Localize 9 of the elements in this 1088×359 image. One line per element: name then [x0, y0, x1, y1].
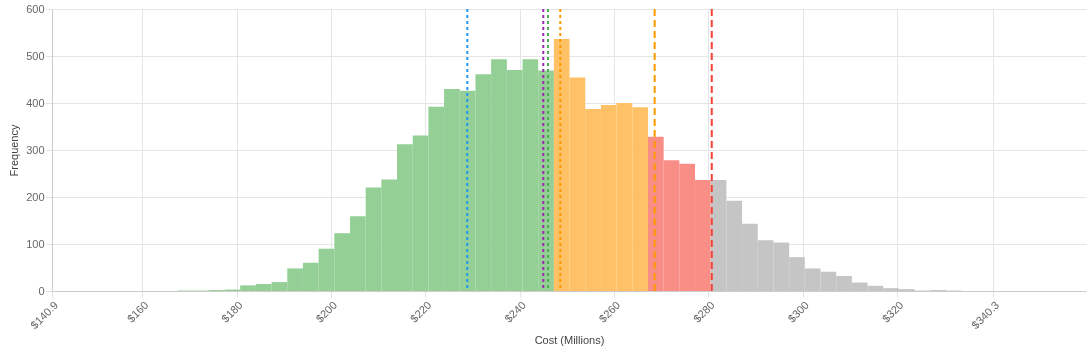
y-tick-label: 600: [26, 2, 45, 15]
y-axis-title: Frequency: [8, 124, 21, 177]
y-tick-label: 300: [26, 143, 45, 156]
y-tick-label: 500: [26, 49, 45, 62]
y-tick-label: 0: [38, 284, 45, 297]
y-tick-label: 100: [26, 237, 45, 250]
x-axis-title: Cost (Millions): [534, 334, 605, 347]
y-tick-label: 400: [26, 96, 45, 109]
y-tick-label: 200: [26, 190, 45, 203]
